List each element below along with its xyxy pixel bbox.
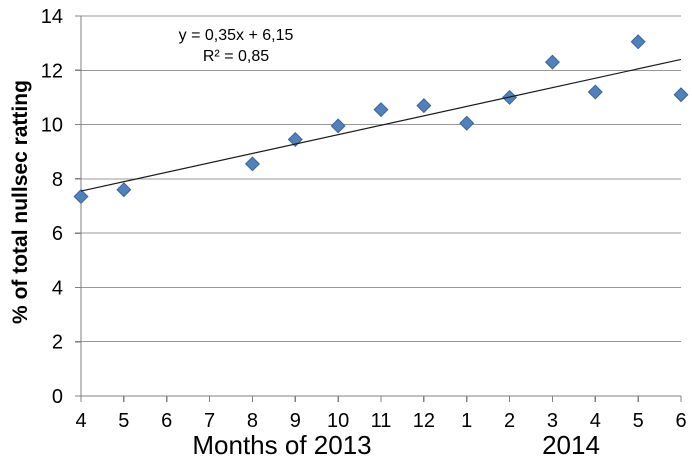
x-tick-label: 7	[204, 410, 215, 432]
data-point	[373, 102, 389, 118]
data-point	[73, 188, 89, 205]
y-tick-label: 14	[41, 6, 63, 28]
data-point	[459, 115, 475, 131]
data-point	[416, 98, 432, 114]
x-tick-label: 10	[327, 410, 349, 432]
data-point	[287, 131, 303, 148]
x-tick-label: 4	[590, 410, 601, 432]
trendline	[80, 58, 682, 192]
x-tick-label: 4	[75, 410, 86, 432]
y-tick-label: 12	[41, 60, 63, 82]
y-tick-label: 10	[41, 115, 63, 137]
data-point	[544, 54, 560, 70]
x-tick-label: 1	[461, 410, 472, 432]
data-point	[244, 156, 260, 172]
x-tick-label: 12	[413, 410, 435, 432]
trendline-equation: y = 0,35x + 6,15	[178, 27, 294, 44]
y-tick-label: 4	[52, 277, 63, 299]
x-tick-label: 11	[371, 410, 392, 432]
x-tick-label: 6	[161, 410, 172, 432]
data-point	[673, 87, 689, 103]
x-tick-label: 8	[247, 410, 258, 432]
data-point	[116, 182, 132, 198]
x-axis-title-2014: 2014	[542, 430, 600, 460]
y-tick-label: 2	[52, 332, 63, 354]
data-point	[330, 118, 346, 134]
x-tick-label: 5	[633, 410, 644, 432]
y-tick-label: 6	[52, 223, 63, 245]
y-axis-title: % of total nullsec ratting	[9, 80, 32, 324]
x-axis-title-2013: Months of 2013	[192, 430, 372, 460]
r-squared-label: R² = 0,85	[202, 48, 270, 65]
x-tick-label: 3	[547, 410, 558, 432]
y-tick-label: 8	[52, 169, 63, 191]
x-tick-label: 9	[290, 410, 301, 432]
x-tick-label: 6	[675, 410, 686, 432]
trendline-annotation: y = 0,35x + 6,15 R² = 0,85	[155, 25, 317, 67]
x-tick-label: 5	[118, 410, 129, 432]
x-tick-label: 2	[504, 410, 515, 432]
data-point	[630, 34, 646, 50]
y-tick-label: 0	[52, 386, 63, 408]
data-point	[587, 84, 603, 100]
